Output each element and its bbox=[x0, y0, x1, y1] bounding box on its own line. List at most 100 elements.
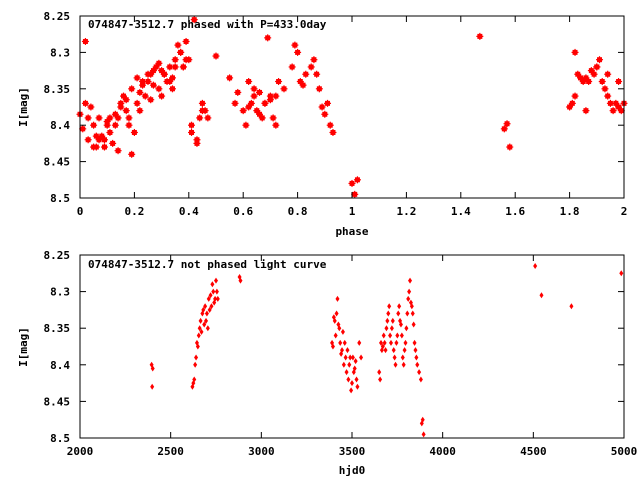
chart-title: 074847-3512.7 phased with P=433.0day bbox=[88, 18, 327, 31]
data-point bbox=[197, 325, 202, 332]
data-point bbox=[179, 63, 187, 71]
data-point bbox=[128, 150, 136, 158]
data-point bbox=[389, 325, 394, 332]
data-point bbox=[411, 321, 416, 328]
data-point bbox=[348, 354, 353, 361]
data-point bbox=[210, 281, 215, 288]
data-point bbox=[414, 354, 419, 361]
data-point bbox=[569, 303, 574, 310]
data-point bbox=[133, 74, 141, 82]
data-point bbox=[261, 99, 269, 107]
raw-light-curve-panel: 2000 2500 3000 3500 4000 4500 5000 8.25 8.3 8.35 8… bbox=[17, 249, 637, 477]
data-point bbox=[84, 136, 92, 144]
data-point bbox=[539, 292, 544, 299]
data-point bbox=[406, 295, 411, 302]
y-tick-label: 8.25 bbox=[44, 10, 71, 23]
data-point bbox=[211, 288, 216, 295]
x-tick-label: 0.8 bbox=[288, 205, 308, 218]
data-point bbox=[136, 107, 144, 115]
data-point bbox=[352, 365, 357, 372]
data-point bbox=[598, 78, 606, 86]
data-point bbox=[291, 41, 299, 49]
data-point bbox=[347, 361, 352, 368]
x-tick-label: 2 bbox=[621, 205, 628, 218]
plot-frame bbox=[79, 254, 625, 439]
data-point bbox=[133, 99, 141, 107]
data-point bbox=[174, 41, 182, 49]
data-point bbox=[266, 96, 274, 104]
data-point bbox=[87, 103, 95, 111]
y-tick-label: 8.45 bbox=[44, 395, 71, 408]
data-point bbox=[203, 303, 208, 310]
data-point bbox=[503, 120, 511, 128]
data-point bbox=[412, 339, 417, 346]
data-point bbox=[250, 92, 258, 100]
data-point bbox=[139, 78, 147, 86]
x-tick-label: 2500 bbox=[157, 445, 184, 458]
x-axis-label: phase bbox=[335, 225, 368, 238]
data-point bbox=[341, 361, 346, 368]
y-tick-label: 8.4 bbox=[50, 359, 70, 372]
data-point bbox=[397, 303, 402, 310]
data-point bbox=[253, 107, 261, 115]
data-point bbox=[206, 295, 211, 302]
data-point bbox=[144, 70, 152, 78]
data-point bbox=[582, 107, 590, 115]
data-point bbox=[342, 339, 347, 346]
data-point bbox=[392, 354, 397, 361]
data-point bbox=[593, 63, 601, 71]
data-point bbox=[245, 103, 253, 111]
data-point bbox=[234, 88, 242, 96]
data-point bbox=[81, 37, 89, 45]
data-point bbox=[269, 114, 277, 122]
x-tick-label: 2000 bbox=[67, 445, 94, 458]
data-point bbox=[385, 317, 390, 324]
data-point bbox=[202, 321, 207, 328]
data-point bbox=[168, 74, 176, 82]
data-point bbox=[408, 277, 413, 284]
x-tick-label: 0 bbox=[77, 205, 84, 218]
data-point bbox=[125, 114, 133, 122]
data-point bbox=[619, 270, 624, 277]
y-tick-label: 8.35 bbox=[44, 83, 71, 96]
data-point bbox=[196, 114, 204, 122]
data-point bbox=[357, 339, 362, 346]
data-point bbox=[182, 56, 190, 64]
data-point bbox=[354, 376, 359, 383]
data-point bbox=[258, 114, 266, 122]
data-point bbox=[155, 85, 163, 93]
data-markers bbox=[76, 16, 628, 198]
data-point bbox=[601, 85, 609, 93]
data-point bbox=[100, 143, 108, 151]
data-point bbox=[330, 343, 335, 350]
data-point bbox=[353, 358, 358, 365]
data-point bbox=[506, 143, 514, 151]
data-point bbox=[340, 347, 345, 354]
data-point bbox=[81, 99, 89, 107]
data-point bbox=[90, 143, 98, 151]
data-point bbox=[106, 114, 114, 122]
data-point bbox=[125, 121, 133, 129]
data-point bbox=[410, 310, 415, 317]
data-point bbox=[420, 416, 425, 423]
data-point bbox=[198, 99, 206, 107]
data-point bbox=[182, 37, 190, 45]
data-point bbox=[193, 361, 198, 368]
data-point bbox=[596, 56, 604, 64]
data-point bbox=[302, 70, 310, 78]
data-point bbox=[350, 354, 355, 361]
data-point bbox=[272, 121, 280, 129]
data-point bbox=[405, 310, 410, 317]
data-point bbox=[204, 310, 209, 317]
data-markers bbox=[149, 262, 624, 438]
x-tick-label: 5000 bbox=[611, 445, 638, 458]
data-point bbox=[149, 67, 157, 75]
data-point bbox=[383, 347, 388, 354]
data-point bbox=[571, 48, 579, 56]
data-point bbox=[590, 70, 598, 78]
data-point bbox=[296, 78, 304, 86]
data-point bbox=[166, 78, 174, 86]
data-point bbox=[106, 128, 114, 136]
data-point bbox=[574, 70, 582, 78]
data-point bbox=[207, 306, 212, 313]
